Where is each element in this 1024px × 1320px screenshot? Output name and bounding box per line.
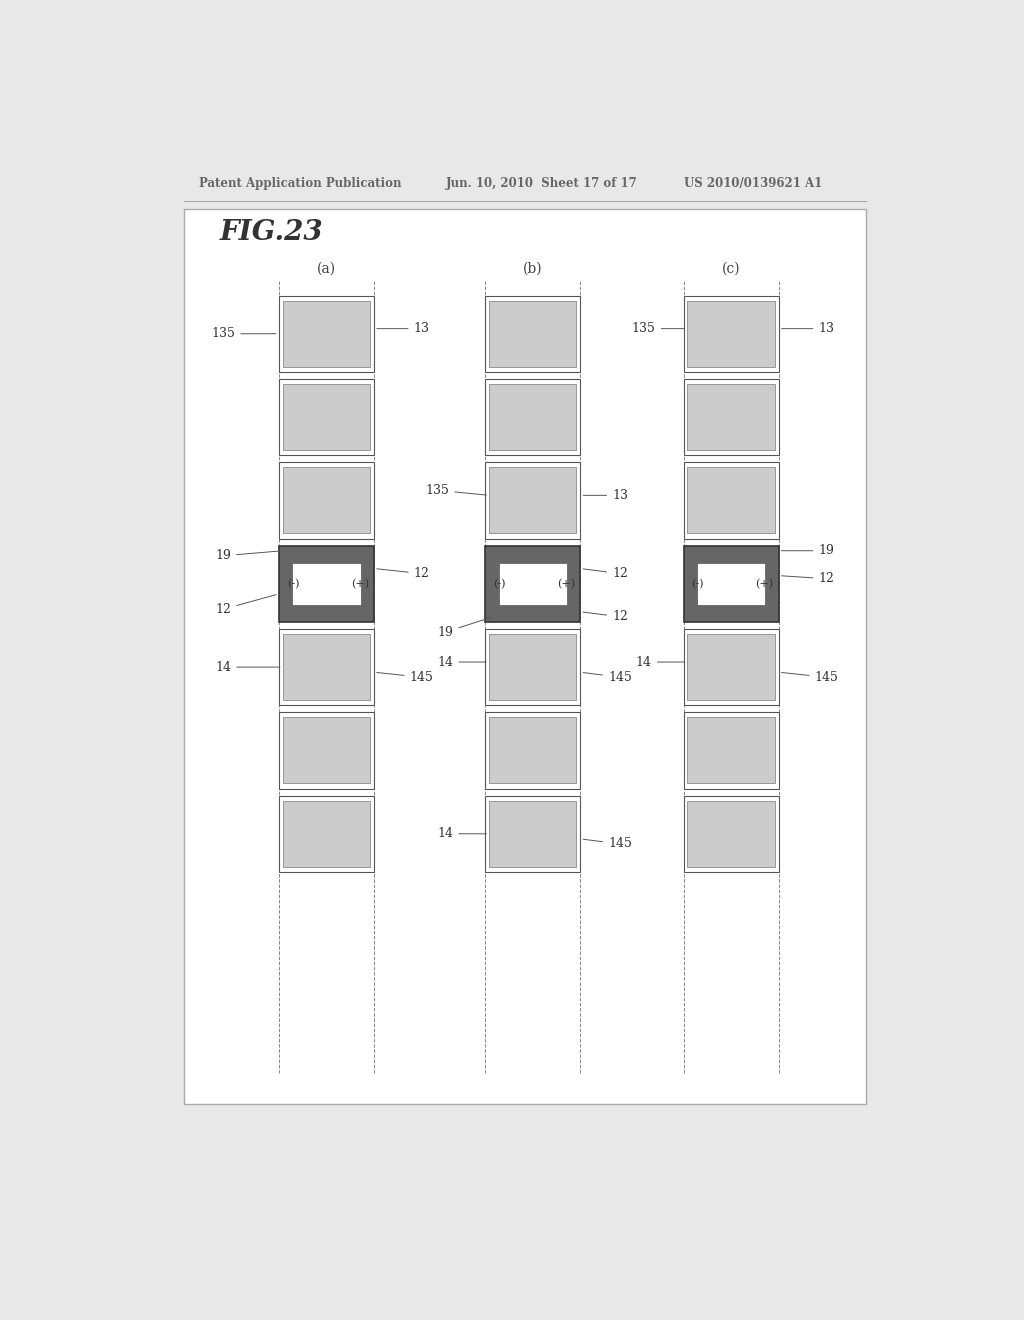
Bar <box>283 801 370 867</box>
Bar <box>279 630 374 705</box>
Text: 135: 135 <box>426 483 486 496</box>
Text: US 2010/0139621 A1: US 2010/0139621 A1 <box>684 177 822 190</box>
Bar <box>684 630 778 705</box>
Text: (+): (+) <box>350 578 369 589</box>
Bar <box>283 467 370 533</box>
Bar <box>687 718 775 784</box>
Bar <box>687 384 775 450</box>
Bar <box>489 801 577 867</box>
Bar <box>283 634 370 700</box>
Bar <box>183 210 866 1104</box>
Bar <box>684 379 778 455</box>
Bar <box>684 713 778 788</box>
Text: 12: 12 <box>583 568 628 579</box>
Text: 135: 135 <box>211 327 276 341</box>
Bar <box>489 634 577 700</box>
Bar <box>687 634 775 700</box>
Bar <box>279 296 374 372</box>
Text: 12: 12 <box>583 610 628 623</box>
Bar <box>687 467 775 533</box>
Bar <box>489 301 577 367</box>
Bar <box>687 801 775 867</box>
Text: 13: 13 <box>781 322 835 335</box>
Text: 12: 12 <box>377 568 430 579</box>
Bar <box>283 384 370 450</box>
Text: (-): (-) <box>691 578 705 589</box>
Text: 12: 12 <box>215 595 276 615</box>
Bar <box>485 462 581 539</box>
Bar <box>279 545 374 622</box>
Bar <box>485 379 581 455</box>
Bar <box>499 562 567 605</box>
Bar <box>279 796 374 873</box>
Text: Patent Application Publication: Patent Application Publication <box>200 177 402 190</box>
Bar <box>283 301 370 367</box>
Text: 14: 14 <box>437 828 486 841</box>
Text: 19: 19 <box>215 549 280 562</box>
Bar <box>489 384 577 450</box>
Bar <box>279 379 374 455</box>
Bar <box>279 462 374 539</box>
Bar <box>684 296 778 372</box>
Text: (+): (+) <box>756 578 773 589</box>
Text: (c): (c) <box>722 261 740 276</box>
Bar <box>279 713 374 788</box>
Text: 19: 19 <box>437 618 490 639</box>
Bar <box>283 718 370 784</box>
Text: 14: 14 <box>215 660 280 673</box>
Text: 12: 12 <box>781 572 835 585</box>
Text: (-): (-) <box>287 578 299 589</box>
Text: (+): (+) <box>557 578 575 589</box>
Bar <box>697 562 765 605</box>
Text: 135: 135 <box>632 322 685 335</box>
Text: 145: 145 <box>583 837 632 850</box>
Text: (a): (a) <box>316 261 336 276</box>
Text: 145: 145 <box>781 671 839 684</box>
Bar <box>292 562 360 605</box>
Text: 13: 13 <box>377 322 430 335</box>
Text: 14: 14 <box>437 656 486 668</box>
Text: (b): (b) <box>523 261 543 276</box>
Bar <box>485 713 581 788</box>
Text: 13: 13 <box>583 488 628 502</box>
Bar <box>485 296 581 372</box>
Text: FIG.23: FIG.23 <box>219 219 323 246</box>
Text: 14: 14 <box>636 656 685 668</box>
Text: 19: 19 <box>781 544 835 557</box>
Bar <box>485 796 581 873</box>
Bar <box>684 545 778 622</box>
Bar <box>489 467 577 533</box>
Text: 145: 145 <box>377 671 433 684</box>
Bar <box>684 462 778 539</box>
Text: (-): (-) <box>494 578 506 589</box>
Bar <box>485 545 581 622</box>
Bar <box>485 630 581 705</box>
Text: Jun. 10, 2010  Sheet 17 of 17: Jun. 10, 2010 Sheet 17 of 17 <box>445 177 637 190</box>
Bar <box>489 718 577 784</box>
Bar <box>684 796 778 873</box>
Bar <box>687 301 775 367</box>
Text: 145: 145 <box>583 671 632 684</box>
